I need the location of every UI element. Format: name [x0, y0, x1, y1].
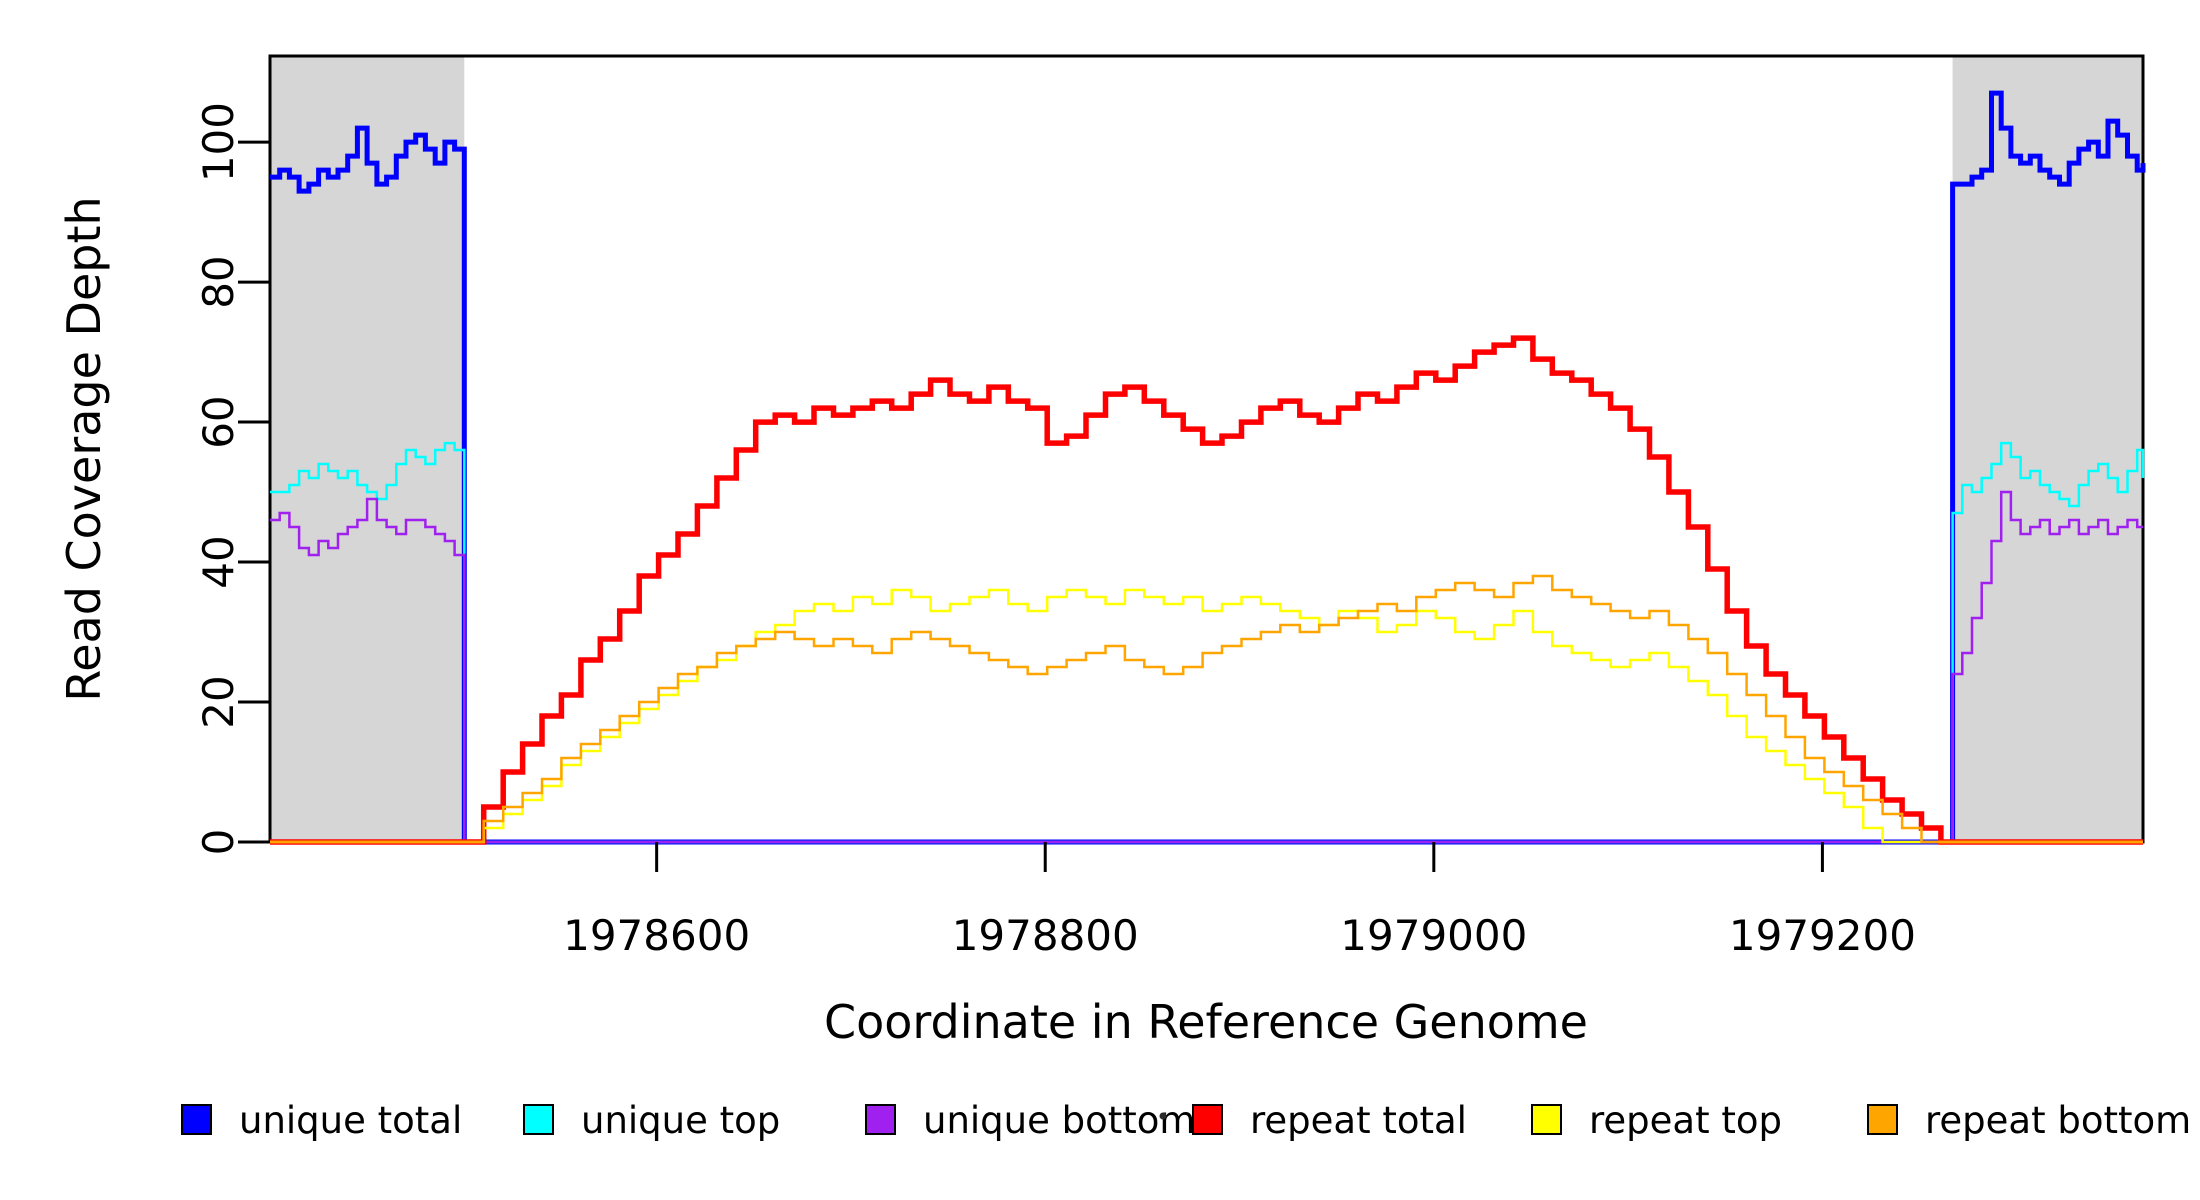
x-axis-title: Coordinate in Reference Genome — [824, 995, 1588, 1049]
shaded-region — [270, 56, 465, 842]
axes: 1978600 1978800 1979000 1979200 0 20 40 60 80 100 — [194, 102, 1916, 960]
legend-label-repeat-bottom: repeat bottom — [1925, 1099, 2191, 1142]
series-path-unique-total — [270, 90, 2146, 845]
y-tick-label: 0 — [194, 829, 243, 856]
series-path-repeat-bottom — [270, 574, 2143, 844]
shaded-regions — [270, 56, 2143, 842]
series-path-unique-top — [270, 441, 2145, 844]
y-tick-label: 20 — [194, 675, 243, 728]
plot-frame — [268, 54, 2145, 844]
legend: unique total unique top unique bottom repea… — [181, 1099, 2191, 1142]
stray-dot-artifact — [1159, 1112, 1167, 1120]
shaded-region — [1952, 56, 2143, 842]
legend-swatch-repeat-total — [1192, 1104, 1223, 1135]
series-path-repeat-total — [270, 335, 2143, 845]
legend-label-unique-bottom: unique bottom — [923, 1099, 1195, 1142]
y-tick-label: 80 — [194, 255, 243, 308]
legend-label-repeat-total: repeat total — [1250, 1099, 1467, 1142]
y-tick-label: 40 — [194, 535, 243, 588]
legend-swatch-unique-bottom — [865, 1104, 896, 1135]
x-tick-label: 1978600 — [563, 911, 750, 960]
legend-swatch-repeat-top — [1531, 1104, 1562, 1135]
y-tick-label: 60 — [194, 395, 243, 448]
legend-swatch-unique-top — [523, 1104, 554, 1135]
legend-label-repeat-top: repeat top — [1589, 1099, 1782, 1142]
y-tick-label: 100 — [194, 102, 243, 182]
x-tick-label: 1979000 — [1340, 911, 1527, 960]
legend-swatch-unique-total — [181, 1104, 212, 1135]
x-tick-label: 1978800 — [952, 911, 1139, 960]
y-axis-title: Read Coverage Depth — [57, 196, 111, 701]
legend-swatch-repeat-bottom — [1867, 1104, 1898, 1135]
legend-label-unique-total: unique total — [239, 1099, 462, 1142]
series-path-unique-bottom — [270, 490, 2143, 844]
x-tick-label: 1979200 — [1729, 911, 1916, 960]
series-lines — [270, 90, 2146, 845]
legend-label-unique-top: unique top — [581, 1099, 780, 1142]
